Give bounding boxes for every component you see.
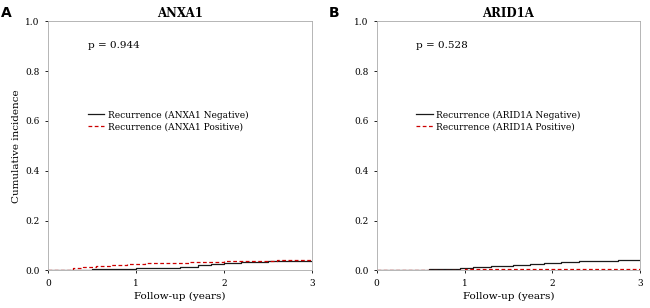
X-axis label: Follow-up (years): Follow-up (years) [134,292,226,301]
Legend: Recurrence (ANXA1 Negative), Recurrence (ANXA1 Positive): Recurrence (ANXA1 Negative), Recurrence … [84,107,252,135]
Y-axis label: Cumulative incidence: Cumulative incidence [12,89,21,203]
Text: p = 0.944: p = 0.944 [88,41,140,50]
Legend: Recurrence (ARID1A Negative), Recurrence (ARID1A Positive): Recurrence (ARID1A Negative), Recurrence… [413,107,584,135]
X-axis label: Follow-up (years): Follow-up (years) [463,292,554,301]
Title: ANXA1: ANXA1 [157,7,203,20]
Title: ARID1A: ARID1A [482,7,534,20]
Text: A: A [1,6,12,20]
Text: B: B [329,6,340,20]
Text: p = 0.528: p = 0.528 [416,41,468,50]
